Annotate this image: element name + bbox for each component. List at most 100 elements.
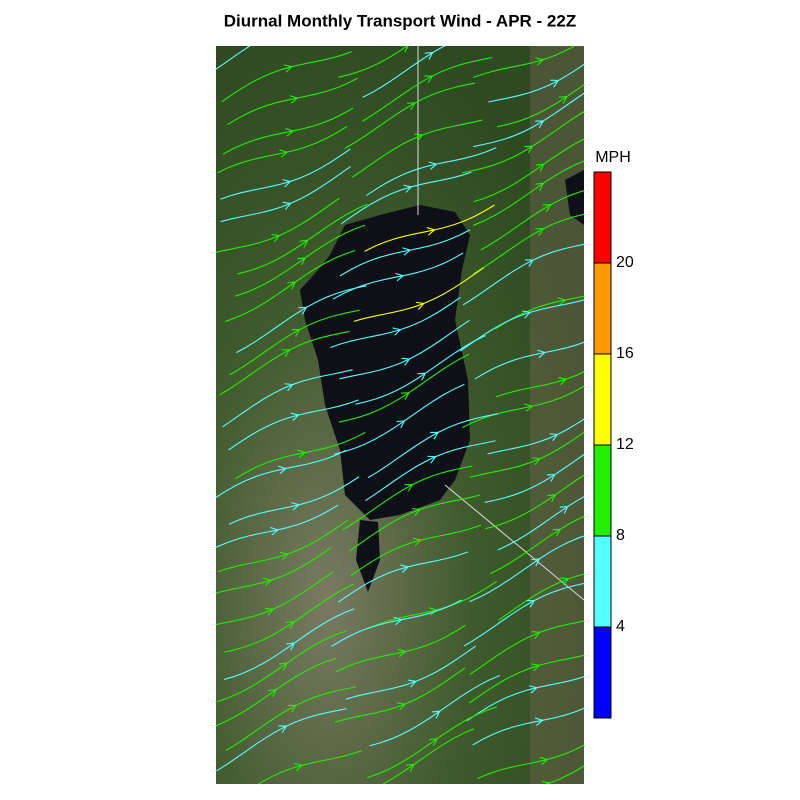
streamline (338, 46, 409, 78)
streamline-arrow (531, 457, 541, 466)
colorbar: MPH 4 8 12 16 20 (593, 149, 634, 719)
streamline-arrow (424, 75, 434, 84)
colorbar-bin (594, 263, 611, 354)
streamline-arrow (392, 327, 402, 336)
streamline-arrow (537, 349, 547, 359)
streamline (469, 535, 584, 603)
colorbar-tick-label: 8 (616, 527, 625, 544)
streamline (474, 341, 584, 380)
streamline (235, 431, 366, 480)
streamline-arrow (290, 412, 300, 421)
streamline (216, 125, 348, 174)
colorbar-tick-label: 20 (616, 254, 634, 271)
streamline-arrow (395, 272, 405, 282)
streamline-arrow (528, 685, 538, 694)
streamline-arrow (283, 64, 293, 73)
streamline-arrow (393, 616, 403, 626)
streamline (477, 744, 584, 780)
streamline-arrow (539, 756, 549, 766)
streamline-arrow (263, 577, 273, 587)
streamline (355, 334, 486, 405)
streamline-arrow (424, 51, 434, 60)
streamline-arrow (526, 599, 536, 608)
streamline-arrow (284, 383, 294, 392)
streamline-arrow (262, 34, 270, 41)
streamline (473, 92, 584, 148)
streamline (330, 296, 461, 349)
streamline-arrow (549, 433, 559, 442)
streamline-arrow (531, 630, 541, 639)
streamline-arrow (522, 310, 532, 319)
streamline (472, 46, 576, 79)
streamline-arrow (407, 679, 417, 688)
streamline-arrow (278, 662, 288, 671)
streamline (344, 82, 475, 149)
streamline (227, 77, 358, 126)
streamline (468, 654, 584, 704)
streamline (484, 453, 584, 503)
streamline-arrow (278, 725, 288, 734)
map (216, 34, 584, 784)
streamline (216, 657, 337, 727)
streamline (466, 676, 584, 722)
streamlines (216, 34, 584, 784)
streamline-arrow (524, 145, 534, 154)
streamline-arrow (401, 357, 411, 366)
streamline (236, 285, 367, 354)
streamline-arrow (294, 763, 304, 772)
streamline (472, 213, 584, 275)
streamline-arrow (289, 95, 299, 104)
streamline (472, 707, 584, 746)
streamline (369, 675, 500, 747)
streamline-arrow (412, 537, 422, 547)
streamline (462, 243, 584, 306)
streamline (461, 385, 584, 429)
streamline-arrow (547, 494, 557, 503)
colorbar-label: MPH (595, 149, 631, 166)
streamline-arrow (297, 449, 307, 459)
streamline (469, 431, 584, 478)
streamline-arrow (535, 228, 545, 236)
streamline (257, 750, 363, 784)
streamline (462, 111, 584, 174)
streamline (362, 56, 493, 122)
streamline (237, 203, 368, 275)
streamline-arrow (291, 328, 301, 337)
streamline-arrow (525, 259, 535, 268)
streamline-arrow (406, 102, 416, 111)
streamline-arrow (414, 133, 424, 142)
streamline-arrow (402, 247, 412, 256)
streamline-arrow (534, 717, 544, 726)
streamline (228, 476, 360, 525)
streamline (353, 267, 485, 322)
streamline (485, 474, 584, 530)
streamline-arrow (268, 689, 278, 698)
streamline (341, 171, 472, 225)
streamline-arrow (271, 234, 281, 243)
streamline-arrow (428, 607, 438, 616)
streamline (351, 119, 483, 178)
streamline (331, 599, 462, 647)
streamline (367, 413, 499, 479)
streamline (334, 667, 466, 723)
streamline (225, 686, 356, 752)
streamline-arrow (427, 455, 437, 464)
streamline-arrow (411, 507, 421, 516)
streamline (216, 197, 340, 253)
title: Diurnal Monthly Transport Wind - APR - 2… (224, 11, 576, 30)
streamline (365, 440, 496, 502)
streamline (498, 573, 584, 621)
streamline (225, 249, 356, 322)
streamline (490, 515, 584, 575)
colorbar-bin (594, 627, 611, 718)
streamline-arrow (430, 431, 440, 440)
colorbar-bin (594, 445, 611, 536)
streamline (223, 583, 355, 653)
colorbar-bin (594, 536, 611, 627)
streamline-arrow (285, 128, 295, 137)
streamline-arrow (404, 484, 414, 492)
streamline (228, 399, 359, 451)
streamline-arrow (535, 182, 545, 191)
streamline (350, 524, 482, 577)
streamline (217, 519, 349, 573)
